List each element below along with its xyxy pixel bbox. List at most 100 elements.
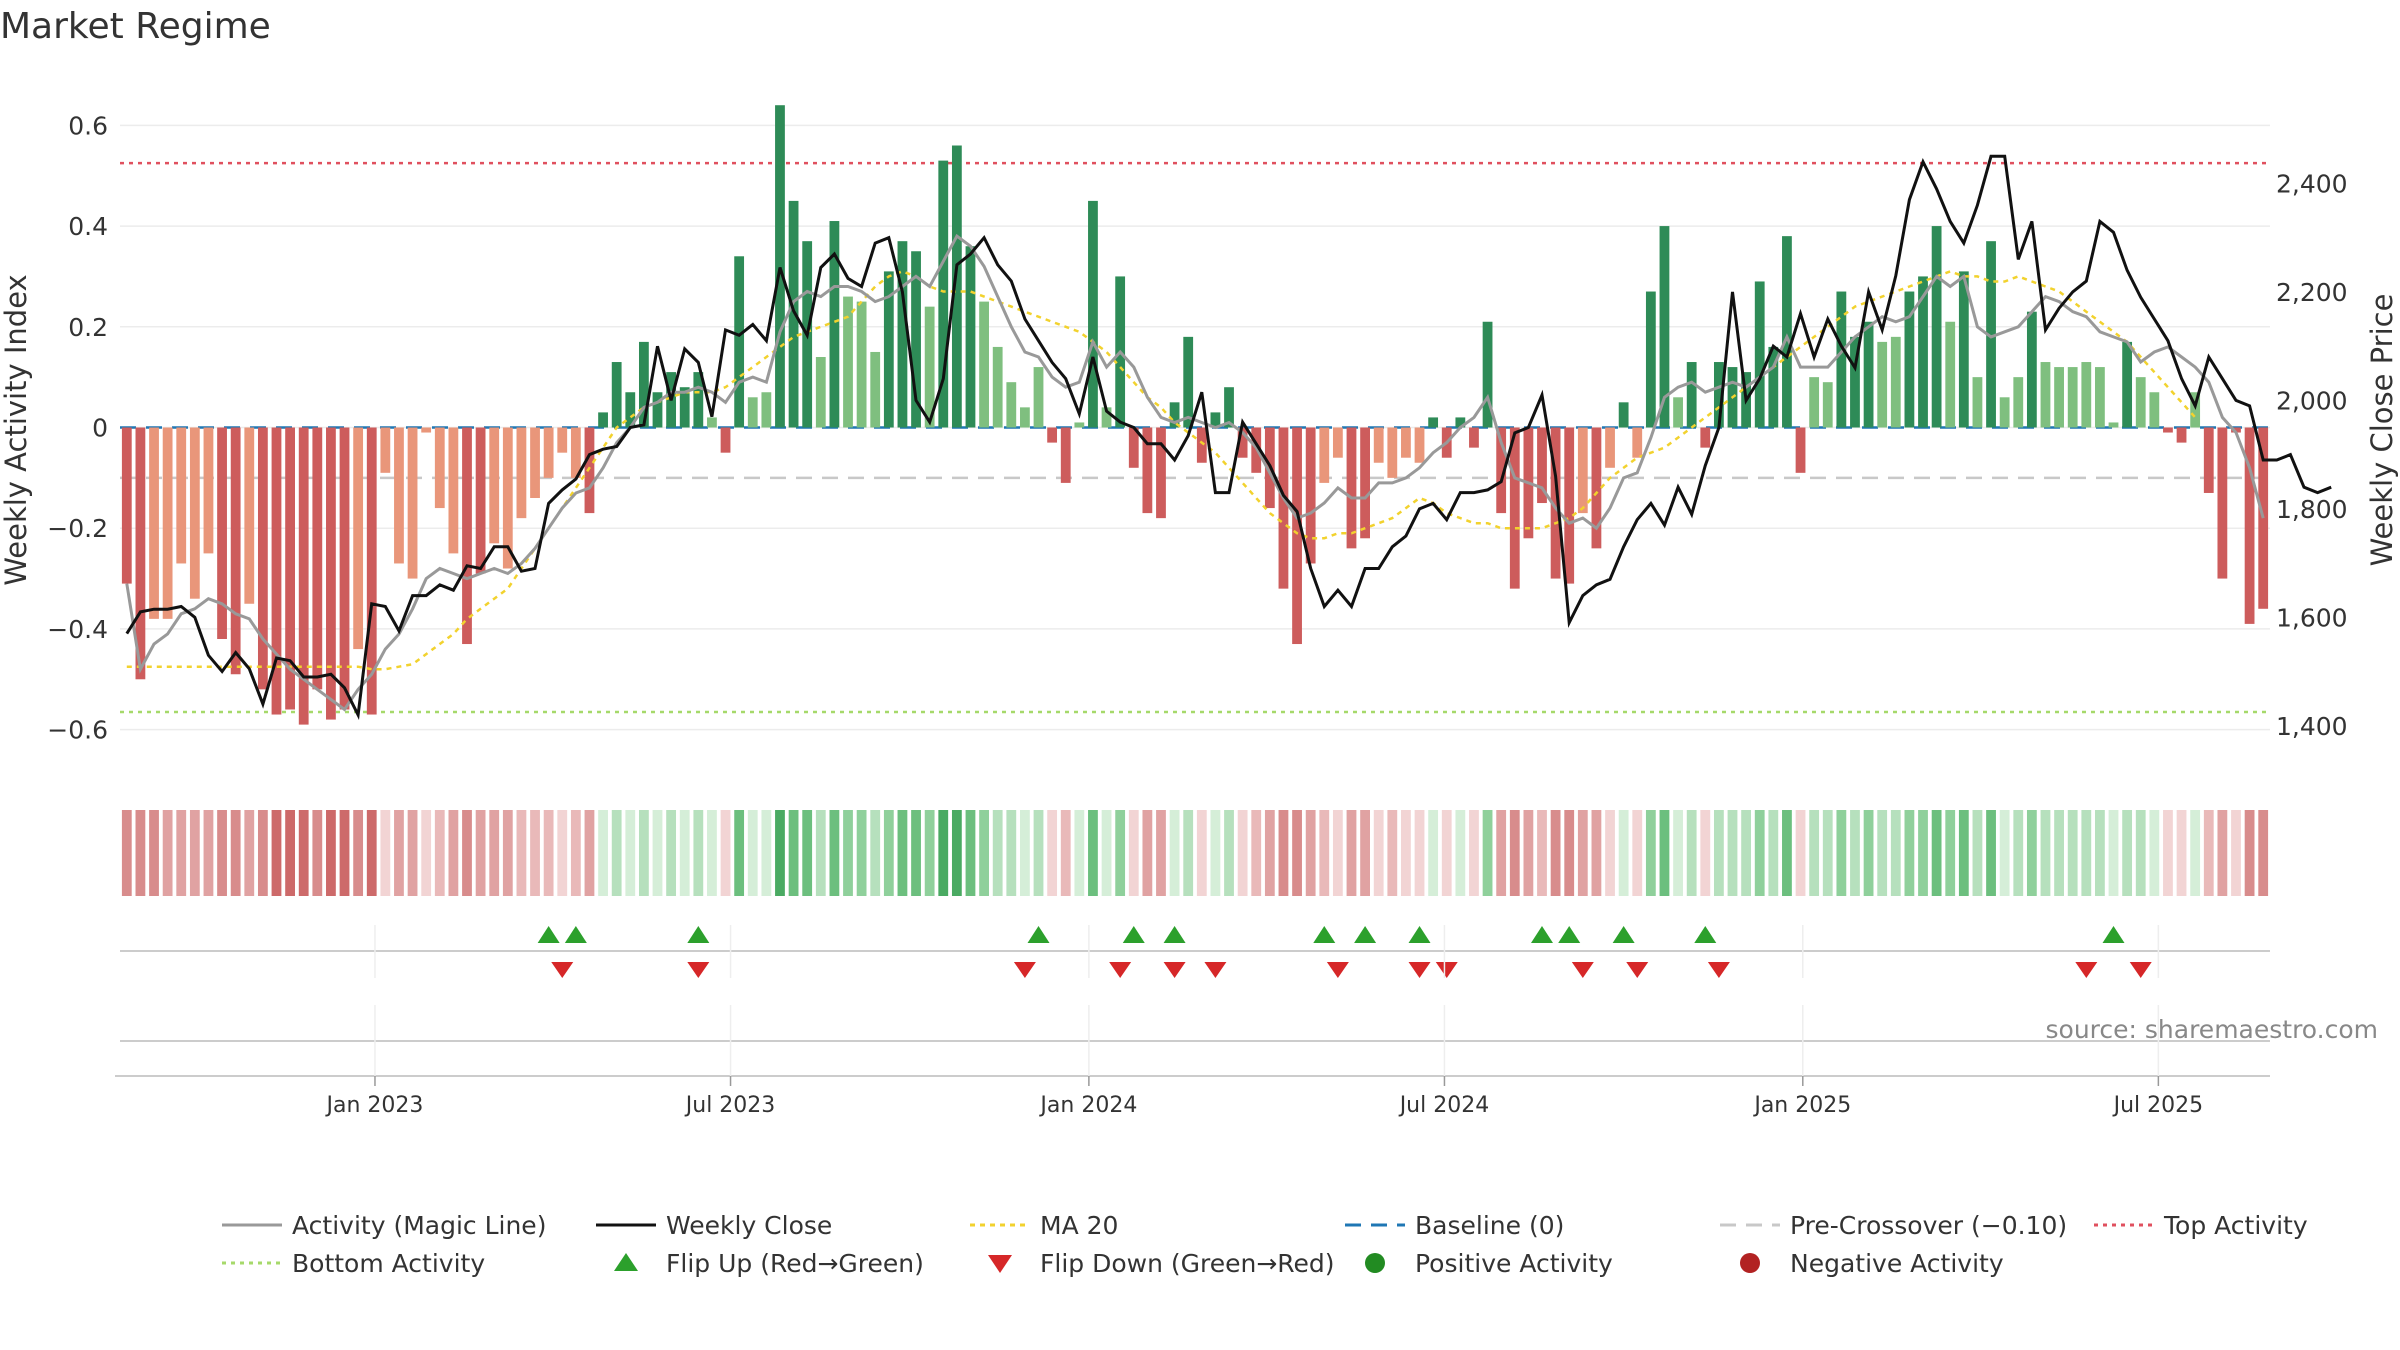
- regime-strip-cell: [1782, 810, 1792, 896]
- regime-strip-cell: [380, 810, 391, 896]
- activity-bar: [1958, 271, 1969, 428]
- activity-bar: [1822, 382, 1833, 428]
- date-tick-label: Jul 2024: [1398, 1093, 1490, 1118]
- regime-strip-cell: [652, 810, 663, 896]
- date-tick-label: Jan 2025: [1752, 1093, 1851, 1118]
- activity-bar: [1020, 407, 1030, 428]
- regime-strip-cell: [883, 810, 894, 896]
- activity-bar: [407, 427, 418, 579]
- activity-bar: [2026, 311, 2037, 428]
- activity-bar: [1754, 281, 1765, 428]
- regime-strip-cell: [638, 810, 649, 896]
- regime-strip-cell: [584, 810, 595, 896]
- activity-bar: [652, 392, 663, 428]
- flip-up-marker: [1612, 926, 1635, 943]
- regime-strip-cell: [543, 810, 554, 896]
- activity-bar: [2244, 427, 2255, 624]
- date-tick-label: Jul 2023: [684, 1093, 776, 1118]
- activity-bar: [1128, 427, 1139, 468]
- regime-strip-cell: [1060, 810, 1071, 896]
- activity-bar: [707, 417, 717, 428]
- activity-bar: [1673, 397, 1683, 428]
- activity-bar: [1836, 291, 1847, 428]
- regime-strip-cell: [1523, 810, 1534, 896]
- left-tick-label: −0.2: [47, 514, 108, 543]
- activity-bar: [1509, 427, 1520, 589]
- regime-strip-cell: [1020, 810, 1030, 896]
- left-axis-ticks: 0.6 0.4 0.2 0 −0.2 −0.4 −0.6: [47, 111, 108, 744]
- flip-up-marker: [1027, 926, 1050, 943]
- regime-strip-cell: [285, 810, 295, 896]
- activity-bar: [1863, 321, 1874, 428]
- activity-bar: [693, 372, 704, 428]
- regime-strip-cell: [1931, 810, 1942, 896]
- regime-strip-cell: [924, 810, 935, 896]
- regime-strip-cell: [1319, 810, 1330, 896]
- regime-strip-cell: [625, 810, 636, 896]
- flip-down-marker: [1435, 962, 1458, 978]
- regime-strip-cell: [1088, 810, 1098, 896]
- date-tick-label: Jan 2023: [325, 1093, 424, 1118]
- activity-bar: [1904, 291, 1915, 428]
- right-tick-label: 1,400: [2276, 712, 2348, 741]
- activity-bar: [1074, 422, 1085, 428]
- activity-bar: [366, 427, 377, 715]
- flip-up-marker: [1354, 926, 1377, 943]
- activity-bar: [1850, 336, 1860, 428]
- regime-strip-cell: [1224, 810, 1234, 896]
- regime-strip-cell: [1115, 810, 1126, 896]
- activity-bar: [244, 427, 255, 604]
- regime-strip: [121, 810, 2269, 896]
- regime-strip-cell: [176, 810, 187, 896]
- activity-bar: [1713, 362, 1724, 428]
- activity-bar: [1305, 427, 1316, 564]
- regime-strip-cell: [1169, 810, 1180, 896]
- regime-strip-cell: [1455, 810, 1466, 896]
- activity-bar: [1496, 427, 1507, 514]
- regime-strip-cell: [2040, 810, 2051, 896]
- activity-bar: [312, 427, 323, 690]
- activity-bar: [257, 427, 268, 690]
- regime-strip-cell: [530, 810, 540, 896]
- flip-up-marker: [1163, 926, 1186, 943]
- activity-bar: [829, 221, 840, 428]
- regime-strip-cell: [815, 810, 826, 896]
- regime-strip-cell: [434, 810, 445, 896]
- regime-strip-cell: [1210, 810, 1221, 896]
- regime-strip-cell: [2013, 810, 2024, 896]
- activity-bar: [462, 427, 472, 645]
- regime-strip-cell: [271, 810, 282, 896]
- regime-strip-cell: [2054, 810, 2064, 896]
- activity-bar: [1890, 336, 1901, 428]
- regime-strip-cell: [1904, 810, 1915, 896]
- regime-strip-cell: [1006, 810, 1017, 896]
- activity-bar: [339, 427, 350, 710]
- regime-strip-cell: [1332, 810, 1343, 896]
- regime-strip-cell: [230, 810, 241, 896]
- flip-up-marker: [687, 926, 710, 943]
- regime-strip-cell: [1809, 810, 1820, 896]
- legend-swatch-flip-up: [614, 1253, 638, 1271]
- regime-strip-cell: [1360, 810, 1370, 896]
- regime-strip-cell: [2067, 810, 2078, 896]
- regime-strip-cell: [802, 810, 813, 896]
- regime-strip-cell: [775, 810, 785, 896]
- regime-strip-cell: [992, 810, 1003, 896]
- left-tick-label: −0.6: [47, 716, 108, 745]
- regime-strip-cell: [707, 810, 717, 896]
- activity-bar: [788, 200, 799, 428]
- regime-strip-cell: [1509, 810, 1520, 896]
- left-axis-label: Weekly Activity Index: [0, 274, 33, 585]
- regime-strip-cell: [1537, 810, 1547, 896]
- activity-bar: [530, 427, 540, 498]
- activity-bar: [625, 392, 636, 428]
- regime-strip-cell: [1482, 810, 1493, 896]
- right-tick-label: 2,400: [2276, 169, 2348, 198]
- activity-bar: [2013, 377, 2024, 428]
- regime-strip-cell: [244, 810, 255, 896]
- activity-bar: [1945, 321, 1956, 428]
- activity-bar: [747, 397, 758, 428]
- regime-strip-cell: [203, 810, 214, 896]
- regime-strip-cell: [1156, 810, 1166, 896]
- activity-bar: [326, 427, 336, 720]
